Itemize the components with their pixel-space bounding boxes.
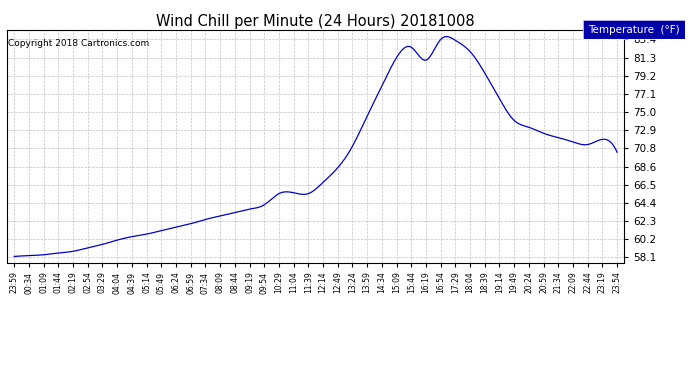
Title: Wind Chill per Minute (24 Hours) 20181008: Wind Chill per Minute (24 Hours) 2018100… [157,14,475,29]
Text: Temperature  (°F): Temperature (°F) [589,25,680,34]
Text: Copyright 2018 Cartronics.com: Copyright 2018 Cartronics.com [8,39,150,48]
